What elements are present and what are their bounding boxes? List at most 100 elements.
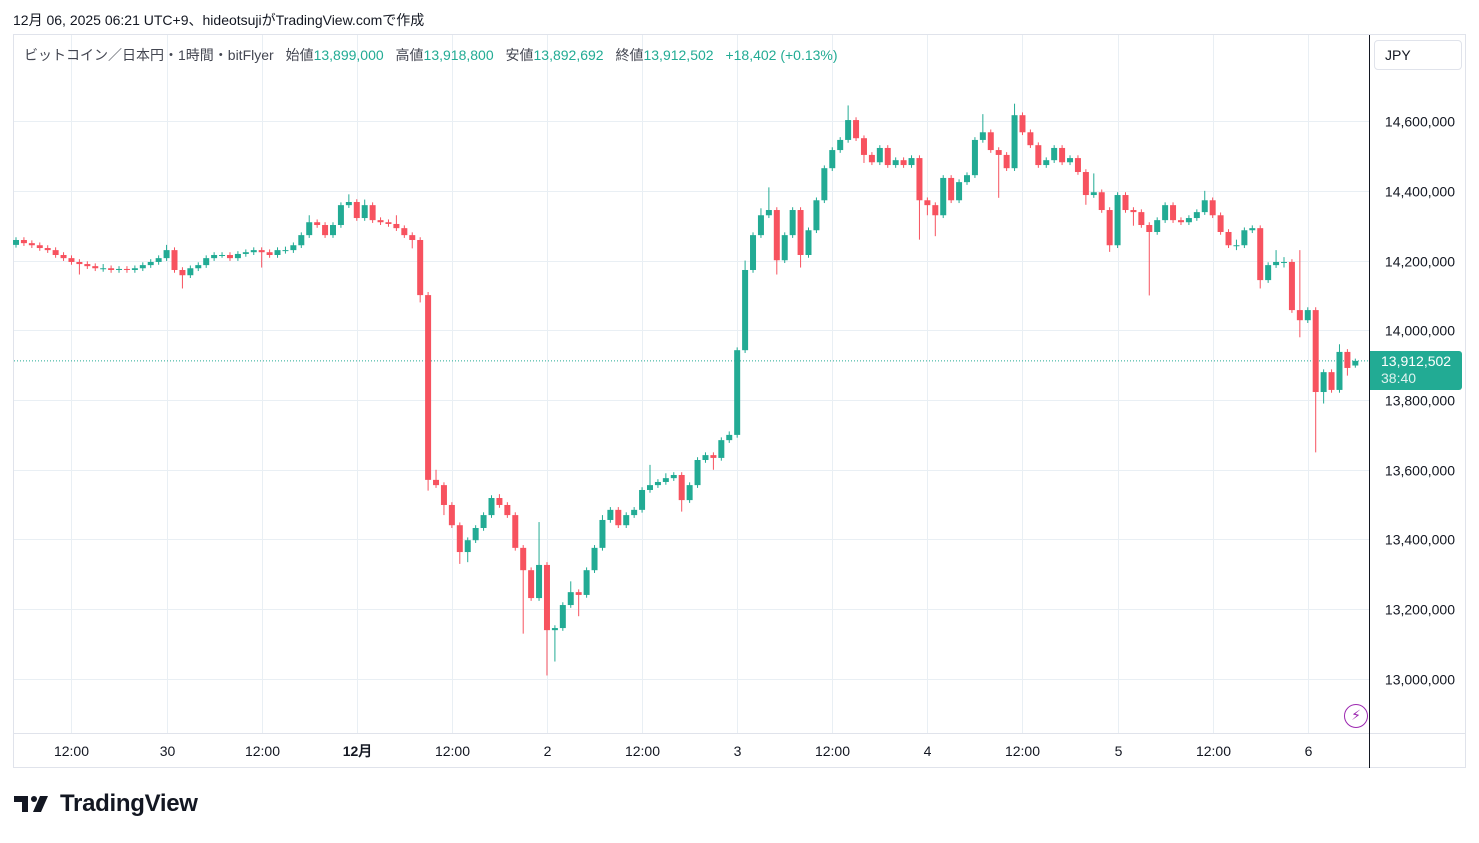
candle <box>68 255 75 265</box>
candle-body <box>813 200 820 231</box>
candle-body <box>425 295 432 480</box>
candle-body <box>480 515 487 528</box>
candle-body <box>1162 205 1169 221</box>
candle <box>908 155 915 168</box>
time-tick-label: 12:00 <box>815 743 850 759</box>
candle-body <box>543 564 550 631</box>
candle <box>234 251 241 261</box>
candle <box>1304 307 1311 323</box>
candle <box>1098 189 1105 213</box>
candle <box>528 567 535 601</box>
candle-body <box>876 147 883 163</box>
candle-body <box>900 160 907 166</box>
candle-body <box>472 527 479 541</box>
candle-body <box>440 485 447 505</box>
candle-body <box>971 139 978 176</box>
time-axis[interactable]: 12:00 30 12:00 12月 12:00 2 12:00 3 12:00 4 12:00 5 1… <box>54 743 1313 759</box>
candle-body <box>1328 372 1335 390</box>
candle-body <box>845 120 852 140</box>
candle <box>757 208 764 238</box>
candle-body <box>1336 351 1343 390</box>
tradingview-logo[interactable]: TradingView <box>14 790 198 818</box>
candle-body <box>1154 220 1161 232</box>
candle-body <box>654 481 661 486</box>
candle <box>28 240 35 249</box>
candle <box>1138 209 1145 228</box>
candle-body <box>575 592 582 595</box>
last-price-value: 13,912,502 <box>1381 353 1452 369</box>
candle <box>425 291 432 491</box>
candle-body <box>36 245 43 249</box>
candle <box>480 512 487 531</box>
candle-body <box>789 210 796 236</box>
candle-body <box>345 202 352 206</box>
candle-body <box>1122 195 1129 211</box>
candle <box>900 157 907 168</box>
price-axis[interactable]: 13,000,000 13,200,000 13,400,000 13,600,000… <box>1385 114 1455 688</box>
candle <box>52 247 59 258</box>
candle-body <box>298 235 305 246</box>
candle-body <box>234 253 241 259</box>
candle-body <box>13 240 19 245</box>
candle <box>353 199 360 221</box>
candle <box>876 145 883 166</box>
candle <box>987 129 994 153</box>
candle <box>1170 202 1177 223</box>
candle-body <box>805 230 812 255</box>
candle <box>314 219 321 228</box>
candle-body <box>1265 265 1272 281</box>
symbol-label[interactable]: ビットコイン／日本円・1時間・bitFlyer <box>24 47 274 63</box>
candle <box>187 265 194 279</box>
price-tick-label: 13,200,000 <box>1385 602 1455 618</box>
candle <box>401 225 408 238</box>
candle-body <box>940 177 947 216</box>
candle <box>1035 142 1042 168</box>
candle-body <box>1035 145 1042 166</box>
candle <box>163 244 170 261</box>
candle-body <box>734 350 741 435</box>
candle-body <box>219 254 226 256</box>
candle-body <box>1067 158 1074 163</box>
candle <box>36 242 43 251</box>
candle-body <box>171 250 178 270</box>
candle <box>607 507 614 523</box>
candle <box>226 252 233 261</box>
candle <box>1344 349 1351 376</box>
candle <box>956 179 963 204</box>
candle <box>1011 103 1018 171</box>
candle <box>520 545 527 634</box>
low-label: 安値 <box>505 47 534 63</box>
candle <box>464 537 471 563</box>
candle <box>734 347 741 438</box>
candle-body <box>353 202 360 219</box>
candle <box>1185 215 1192 226</box>
candle <box>1154 217 1161 235</box>
candle-body <box>718 440 725 458</box>
price-tick-label: 14,000,000 <box>1385 323 1455 339</box>
candle <box>948 175 955 204</box>
time-tick-label: 4 <box>924 743 932 759</box>
candle <box>1201 190 1208 215</box>
candle <box>971 137 978 178</box>
tradingview-logo-icon <box>14 796 48 812</box>
candle <box>765 187 772 219</box>
candle-body <box>1185 218 1192 223</box>
lightning-icon[interactable]: ⚡ <box>1344 704 1368 728</box>
candle <box>1217 212 1224 235</box>
currency-button[interactable]: JPY <box>1374 40 1462 70</box>
candle-body <box>361 205 368 219</box>
candle-body <box>821 168 828 201</box>
candle-body <box>1201 200 1208 213</box>
candle <box>116 266 123 273</box>
candle <box>781 232 788 264</box>
candle-body <box>100 268 107 270</box>
candle-body <box>258 250 265 253</box>
candle <box>797 207 804 268</box>
candle <box>710 452 717 470</box>
candle <box>1067 155 1074 166</box>
candle <box>932 202 939 237</box>
candle-body <box>757 215 764 236</box>
candle <box>123 266 130 273</box>
grid <box>14 35 1369 733</box>
